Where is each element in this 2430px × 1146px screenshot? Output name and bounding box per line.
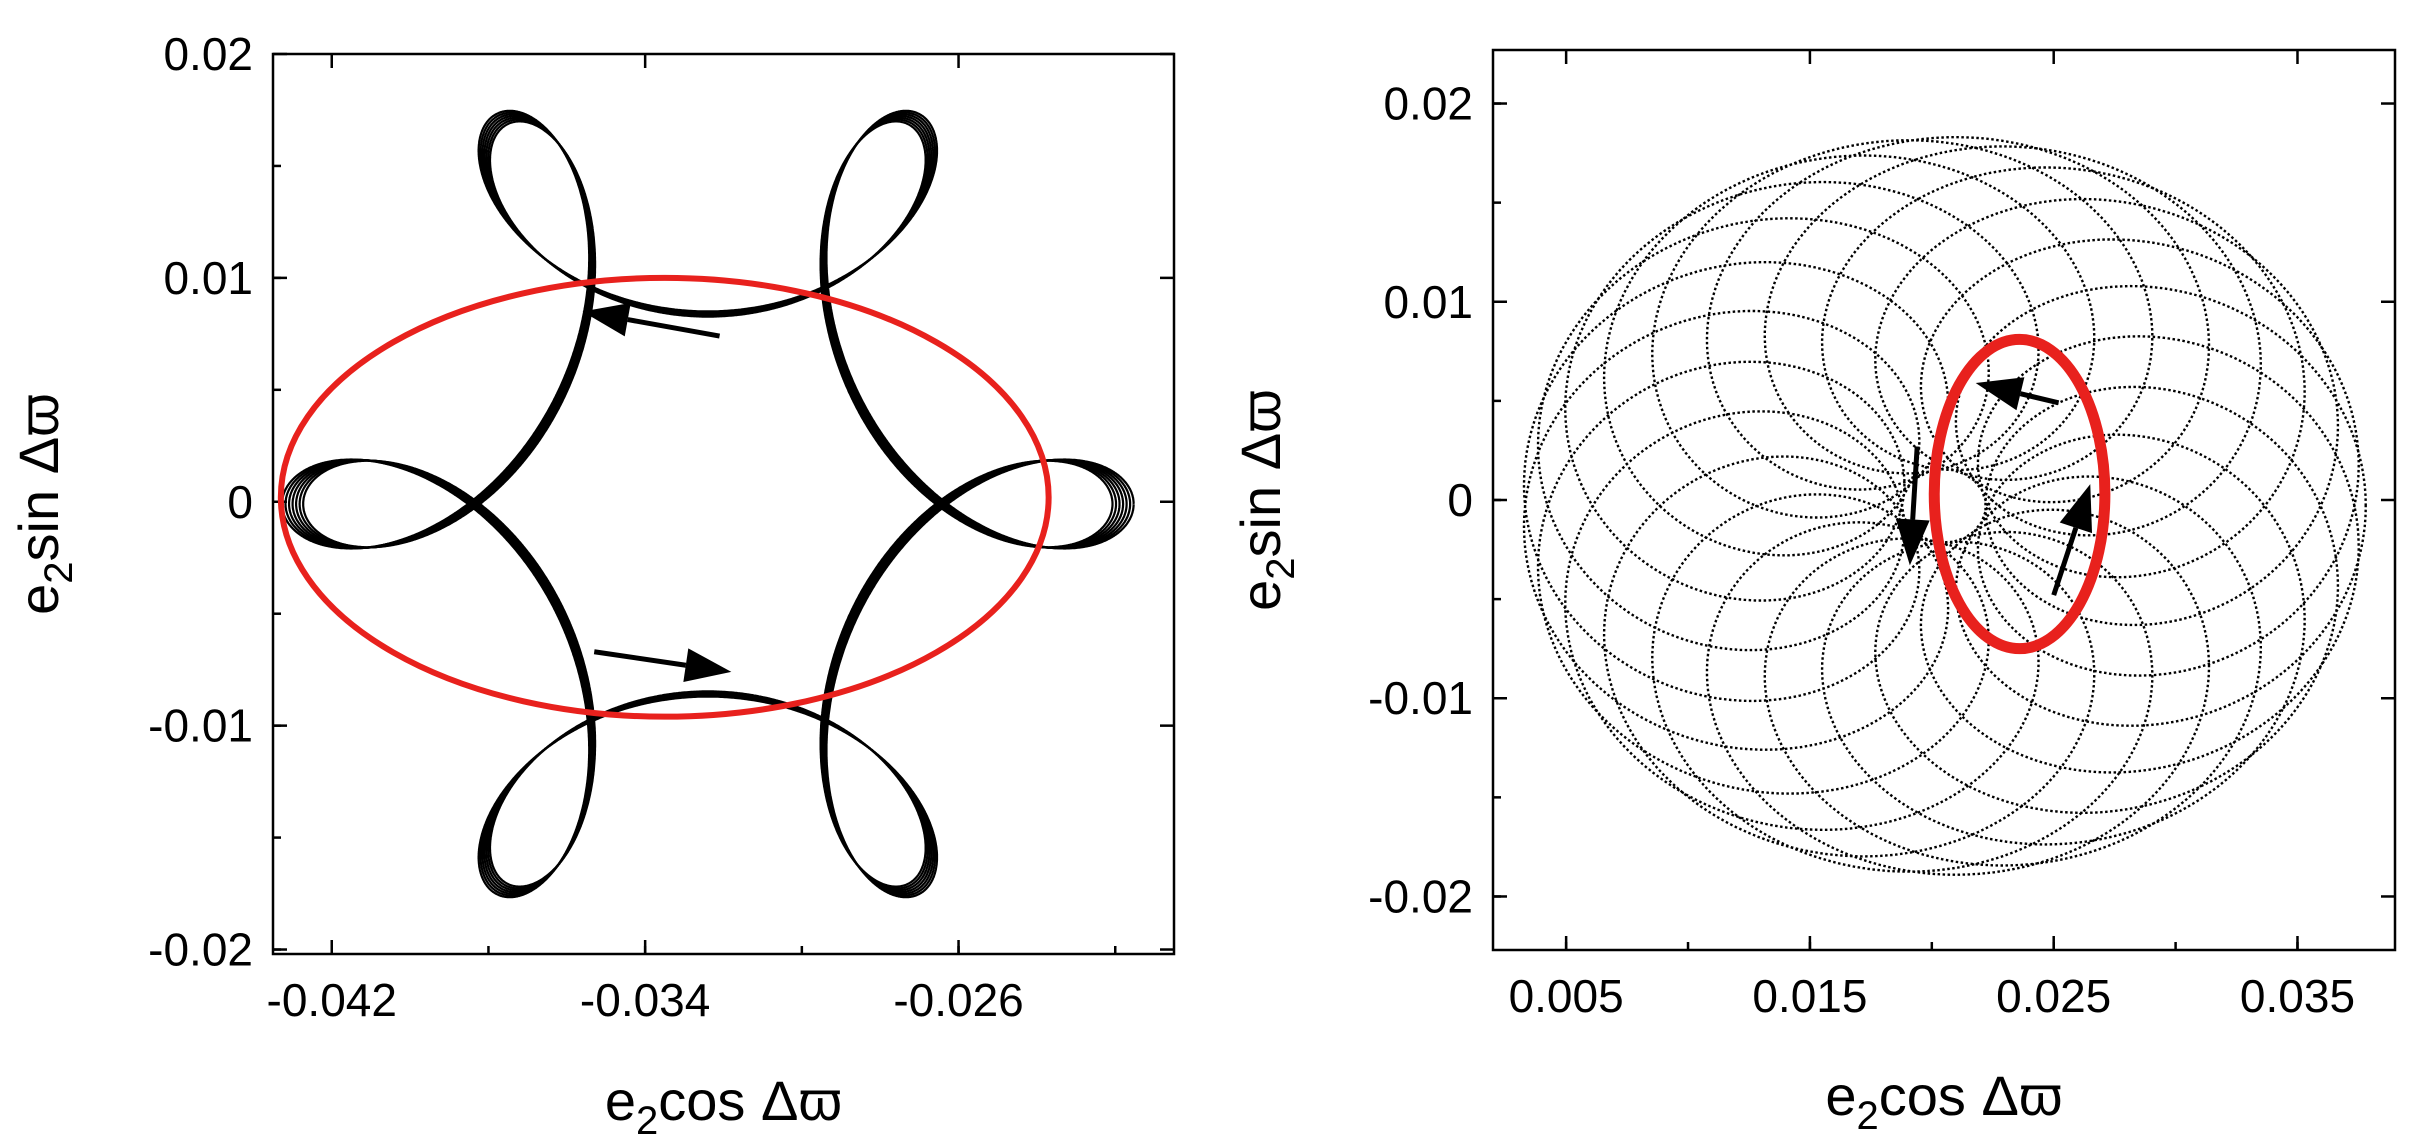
x-axis-label-base: e xyxy=(1825,1064,1856,1127)
x-tick-label: 0.035 xyxy=(2240,970,2355,1022)
y-axis-label-function: sin Δϖ xyxy=(7,393,70,561)
y-axis-label: e2sin Δϖ xyxy=(1229,389,1303,611)
y-tick-label: 0 xyxy=(1447,474,1473,526)
x-tick-label: -0.026 xyxy=(893,974,1023,1026)
direction-arrow-head xyxy=(683,648,732,683)
trajectory-dotted xyxy=(1522,136,2367,876)
trajectory-strand xyxy=(291,115,1125,893)
x-tick-label: 0.005 xyxy=(1509,970,1624,1022)
y-tick-label: -0.01 xyxy=(1368,672,1473,724)
plot-area xyxy=(1522,136,2367,876)
y-tick-label: -0.01 xyxy=(148,700,253,752)
x-axis-label-subscript: 2 xyxy=(1857,1094,1879,1138)
direction-arrow xyxy=(593,648,732,683)
y-axis-label-subscript: 2 xyxy=(1259,557,1303,579)
x-tick-label: 0.015 xyxy=(1752,970,1867,1022)
red-ellipse xyxy=(277,274,1052,720)
right-panel: 0.005 0.015 0.025 0.035 -0.02 -0.01 0 0.01 0.02 e… xyxy=(1229,48,2397,1138)
x-axis-label-base: e xyxy=(605,1069,636,1132)
direction-arrow-head xyxy=(2059,484,2093,534)
y-axis-label: e2sin Δϖ xyxy=(7,393,81,615)
direction-arrow-shaft xyxy=(1910,446,1920,520)
trajectory-strand xyxy=(295,116,1121,892)
y-tick-label: 0.01 xyxy=(163,252,253,304)
direction-arrow xyxy=(1975,377,2060,411)
direction-arrow xyxy=(2051,484,2093,596)
y-tick-label: -0.02 xyxy=(1368,870,1473,922)
direction-arrow-head xyxy=(1895,518,1930,566)
direction-arrow-shaft xyxy=(2019,391,2060,406)
y-tick-label: 0.02 xyxy=(1383,78,1473,130)
plot-frame xyxy=(271,52,1176,956)
x-tick-label: -0.042 xyxy=(267,974,397,1026)
trajectory-strand xyxy=(280,109,1135,899)
y-axis-label-base: e xyxy=(1229,580,1292,611)
trajectory-strand xyxy=(302,120,1114,888)
red-ellipse xyxy=(1928,333,2111,655)
left-panel: -0.042 -0.034 -0.026-0.02-0.0100.010.02e2c… xyxy=(7,28,1176,1143)
x-tick-label: 0.025 xyxy=(1996,970,2111,1022)
direction-arrow xyxy=(582,302,721,339)
direction-arrow-shaft xyxy=(627,317,721,339)
x-axis-label-function: cos Δϖ xyxy=(1879,1064,2063,1127)
direction-arrow xyxy=(1895,446,1930,566)
direction-arrow-shaft xyxy=(593,649,687,668)
y-axis-label-function: sin Δϖ xyxy=(1229,389,1292,557)
y-axis-label-base: e xyxy=(7,584,70,615)
x-axis-label: e2cos Δϖ xyxy=(1825,1064,2062,1138)
direction-arrow-shaft xyxy=(2051,527,2079,596)
y-tick-label: -0.02 xyxy=(148,924,253,976)
y-tick-label: 0 xyxy=(227,476,253,528)
y-axis-label-subscript: 2 xyxy=(37,561,81,583)
plot-area xyxy=(277,109,1135,899)
x-tick-label: -0.034 xyxy=(580,974,710,1026)
direction-arrow-head xyxy=(1975,377,2025,411)
trajectory-strand xyxy=(288,113,1128,895)
x-axis-label: e2cos Δϖ xyxy=(605,1069,842,1143)
y-tick-label: 0.02 xyxy=(163,28,253,80)
x-axis-label-subscript: 2 xyxy=(636,1099,658,1143)
x-axis-label-function: cos Δϖ xyxy=(658,1069,842,1132)
trajectory-strand xyxy=(284,111,1132,897)
direction-arrow-head xyxy=(582,302,631,337)
trajectory-strand xyxy=(298,118,1118,890)
y-tick-label: 0.01 xyxy=(1383,276,1473,328)
